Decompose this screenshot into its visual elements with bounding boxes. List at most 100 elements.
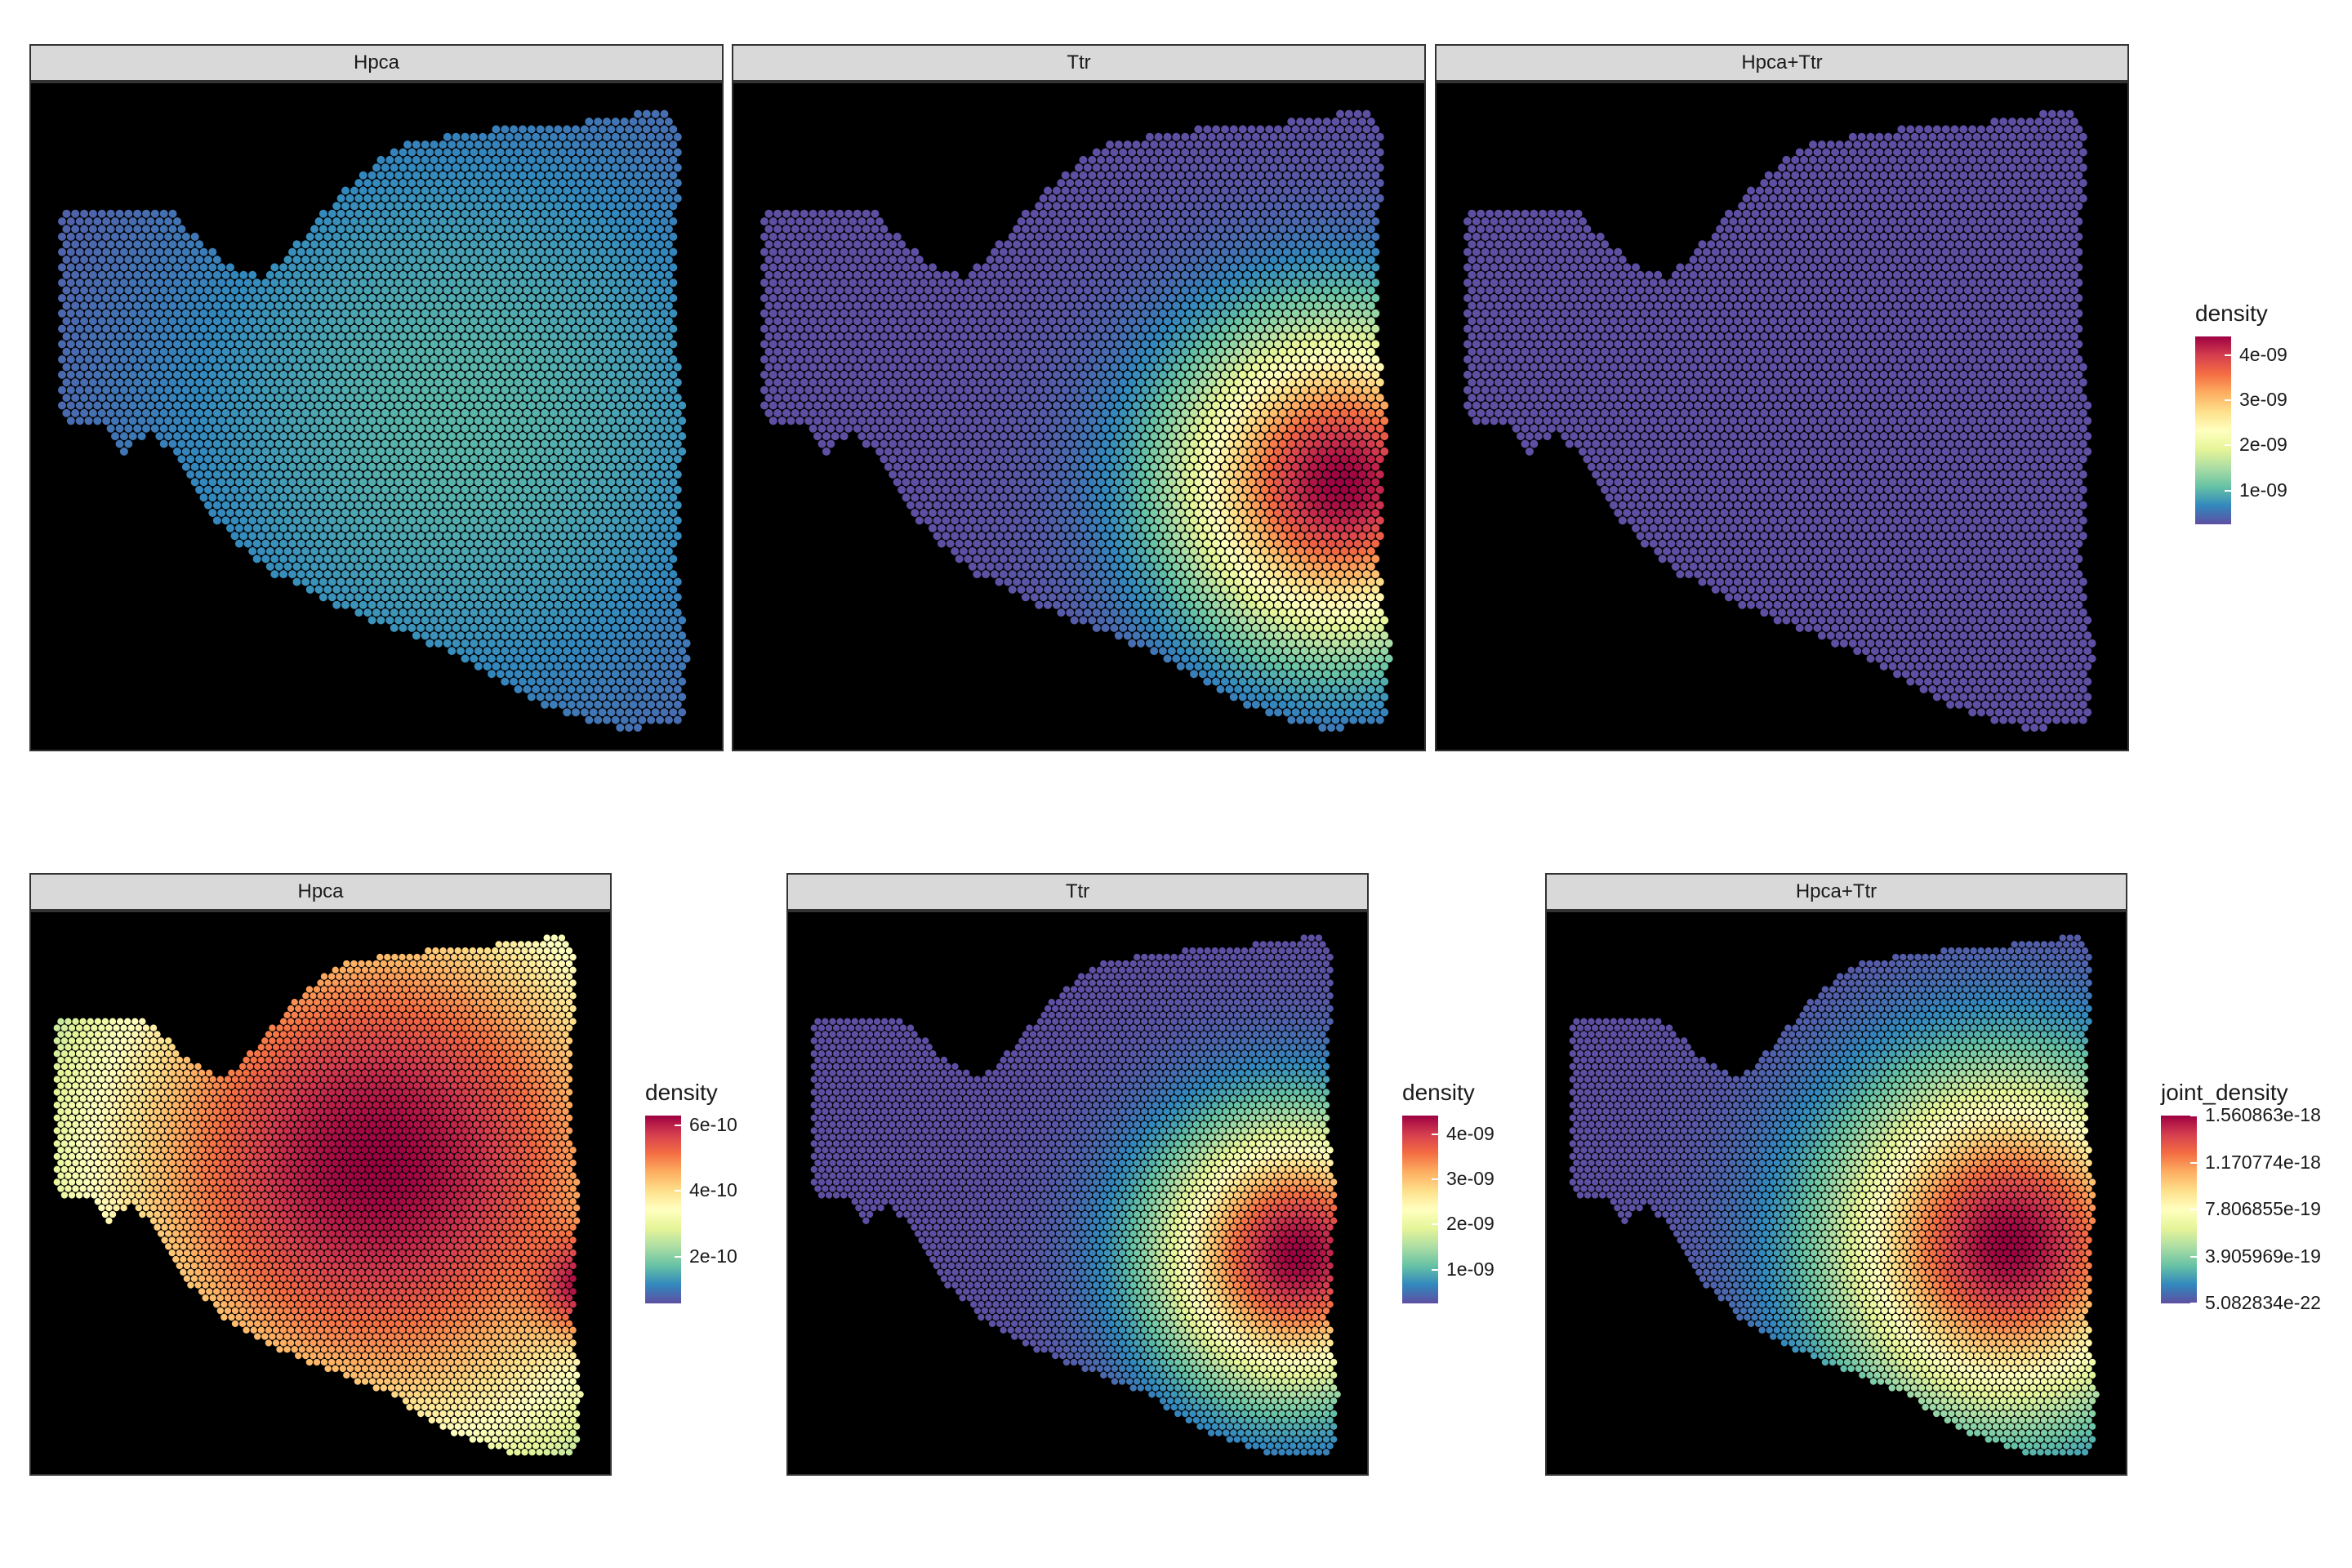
spot bbox=[283, 332, 292, 341]
spot bbox=[212, 501, 221, 510]
spot bbox=[598, 232, 607, 241]
spot bbox=[1336, 109, 1344, 118]
spot bbox=[1052, 217, 1061, 226]
spot bbox=[1167, 202, 1176, 211]
spot bbox=[567, 270, 576, 279]
spot bbox=[359, 462, 368, 471]
spot bbox=[501, 355, 510, 364]
spot bbox=[558, 439, 567, 448]
spot bbox=[510, 324, 519, 333]
spot bbox=[523, 532, 532, 541]
spot bbox=[1358, 209, 1367, 218]
spot bbox=[403, 340, 412, 349]
spot bbox=[314, 432, 323, 441]
spot bbox=[1194, 217, 1203, 226]
spot bbox=[664, 485, 673, 494]
spot bbox=[1097, 155, 1106, 164]
spot bbox=[457, 493, 465, 502]
spot bbox=[102, 232, 111, 241]
spot bbox=[257, 516, 265, 525]
spot bbox=[124, 240, 133, 249]
spot bbox=[421, 186, 430, 195]
spot bbox=[1110, 194, 1119, 203]
spot bbox=[354, 501, 363, 510]
spot bbox=[283, 301, 292, 310]
spot bbox=[75, 217, 84, 226]
spot bbox=[492, 478, 501, 487]
spot bbox=[567, 256, 576, 264]
spot bbox=[177, 424, 186, 433]
spot bbox=[1110, 148, 1119, 157]
spot bbox=[399, 317, 408, 326]
spot bbox=[1274, 155, 1282, 164]
spot bbox=[611, 639, 620, 648]
spot bbox=[448, 155, 457, 164]
spot bbox=[137, 278, 146, 287]
spot bbox=[283, 256, 292, 264]
spot bbox=[310, 455, 319, 464]
spot bbox=[474, 385, 483, 394]
spot bbox=[133, 301, 142, 310]
spot bbox=[1048, 256, 1057, 264]
spot bbox=[412, 600, 421, 609]
spot bbox=[408, 608, 416, 617]
spot bbox=[1150, 294, 1159, 302]
spot bbox=[603, 532, 611, 541]
spot bbox=[866, 247, 875, 256]
spot bbox=[1079, 247, 1088, 256]
spot bbox=[563, 647, 572, 656]
spot bbox=[181, 462, 190, 471]
spot bbox=[301, 439, 310, 448]
spot bbox=[768, 247, 777, 256]
spot bbox=[594, 439, 603, 448]
spot bbox=[181, 263, 190, 272]
spot-plot bbox=[760, 109, 1393, 732]
spot bbox=[443, 163, 452, 172]
spot bbox=[902, 278, 911, 287]
spot bbox=[638, 332, 647, 341]
spot bbox=[465, 570, 474, 579]
spot bbox=[554, 401, 563, 410]
spot bbox=[425, 270, 434, 279]
spot bbox=[470, 639, 479, 648]
spot bbox=[549, 301, 558, 310]
spot bbox=[651, 523, 660, 532]
spot bbox=[452, 132, 461, 141]
spot bbox=[817, 256, 826, 264]
spot bbox=[390, 301, 399, 310]
spot bbox=[629, 577, 638, 586]
spot bbox=[669, 616, 678, 625]
spot bbox=[558, 332, 567, 341]
spot bbox=[1349, 132, 1358, 141]
spot bbox=[416, 240, 425, 249]
spot bbox=[421, 232, 430, 241]
spot bbox=[567, 363, 576, 372]
spot bbox=[875, 232, 884, 241]
spot bbox=[305, 570, 314, 579]
spot bbox=[625, 647, 634, 656]
spot bbox=[634, 478, 642, 487]
spot bbox=[425, 532, 434, 541]
spot bbox=[625, 616, 634, 625]
spot bbox=[128, 416, 137, 425]
spot bbox=[1256, 278, 1265, 287]
spot bbox=[327, 501, 336, 510]
spot bbox=[430, 247, 439, 256]
spot bbox=[1190, 148, 1198, 157]
spot bbox=[217, 416, 226, 425]
spot bbox=[1296, 132, 1305, 141]
spot bbox=[558, 363, 567, 372]
spot bbox=[443, 394, 452, 403]
spot bbox=[501, 447, 510, 456]
spot bbox=[598, 600, 607, 609]
spot bbox=[474, 155, 483, 164]
spot bbox=[142, 363, 150, 372]
spot bbox=[510, 278, 519, 287]
spot bbox=[239, 424, 248, 433]
spot bbox=[71, 256, 80, 264]
spot bbox=[523, 163, 532, 172]
spot bbox=[221, 470, 230, 479]
spot bbox=[124, 439, 133, 448]
spot bbox=[102, 309, 111, 318]
spot bbox=[580, 294, 589, 302]
